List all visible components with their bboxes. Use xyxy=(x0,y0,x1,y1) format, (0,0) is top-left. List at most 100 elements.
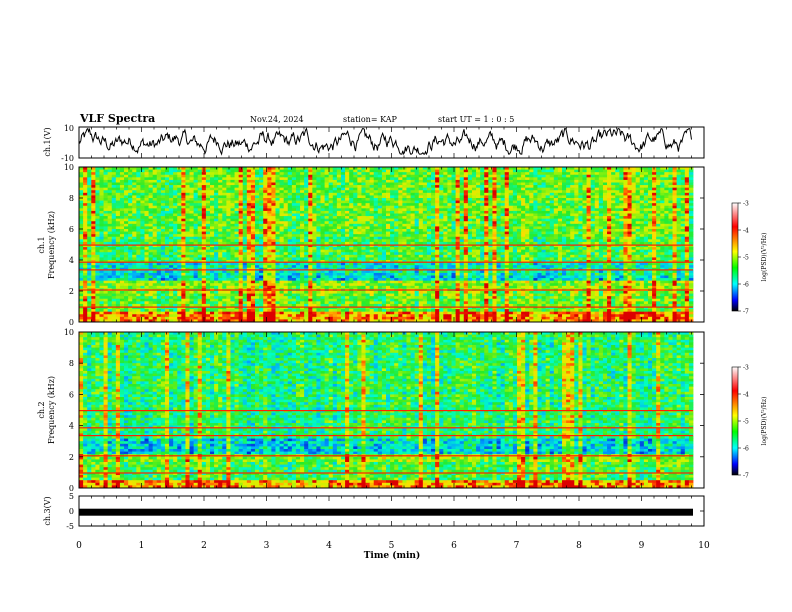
spectrogram-cell xyxy=(353,190,357,193)
spectrogram-cell xyxy=(222,193,226,196)
spectrogram-cell xyxy=(681,201,685,204)
spectrogram-cell xyxy=(128,198,132,201)
spectrogram-cell xyxy=(419,188,423,191)
spectrogram-cell xyxy=(353,193,357,196)
spectrogram-cell xyxy=(533,198,537,201)
spectrogram-cell xyxy=(157,195,161,198)
spectrogram-cell xyxy=(243,190,247,193)
spectrogram-cell xyxy=(513,190,517,193)
spectrogram-cell xyxy=(329,177,333,180)
spectrogram-cell xyxy=(288,177,292,180)
spectrogram-cell xyxy=(476,185,480,188)
spectrogram-cell xyxy=(288,203,292,206)
spectrogram-cell xyxy=(582,183,586,186)
spectrogram-cell xyxy=(599,190,603,193)
spectrogram-cell xyxy=(578,203,582,206)
spectrogram-cell xyxy=(140,193,144,196)
spectrogram-cell xyxy=(275,172,279,175)
spectrogram-cell xyxy=(644,177,648,180)
spectrogram-cell xyxy=(537,177,541,180)
spectrogram-cell xyxy=(366,185,370,188)
spectrogram-cell xyxy=(550,188,554,191)
spectrogram-cell xyxy=(124,185,128,188)
spectrogram-cell xyxy=(443,203,447,206)
spectrogram-cell xyxy=(464,198,468,201)
spectrogram-cell xyxy=(435,193,439,196)
spectrogram-cell xyxy=(357,195,361,198)
spectrogram-cell xyxy=(263,183,267,186)
spectrogram-cell xyxy=(456,172,460,175)
spectrogram-cell xyxy=(120,177,124,180)
spectrogram-cell xyxy=(83,180,87,183)
spectrogram-cell xyxy=(681,170,685,173)
spectrogram-cell xyxy=(492,180,496,183)
spectrogram-cell xyxy=(378,201,382,204)
spectrogram-cell xyxy=(619,170,623,173)
spectrogram-cell xyxy=(267,190,271,193)
spectrogram-cell xyxy=(243,170,247,173)
spectrogram-cell xyxy=(509,170,513,173)
spectrogram-cell xyxy=(517,183,521,186)
spectrogram-cell xyxy=(116,175,120,178)
spectrogram-cell xyxy=(411,201,415,204)
spectrogram-cell xyxy=(284,183,288,186)
spectrogram-cell xyxy=(476,198,480,201)
spectrogram-cell xyxy=(169,177,173,180)
spectrogram-cell xyxy=(87,185,91,188)
spectrogram-cell xyxy=(591,175,595,178)
spectrogram-cell xyxy=(394,180,398,183)
spectrogram-cell xyxy=(451,201,455,204)
spectrogram-cell xyxy=(165,203,169,206)
spectrogram-cell xyxy=(280,177,284,180)
spectrogram-cell xyxy=(599,185,603,188)
spectrogram-cell xyxy=(562,201,566,204)
spectrogram-cell xyxy=(108,172,112,175)
spectrogram-cell xyxy=(349,188,353,191)
spectrogram-cell xyxy=(79,188,83,191)
spectrogram-cell xyxy=(128,203,132,206)
spectrogram-cell xyxy=(259,177,263,180)
spectrogram-cell xyxy=(570,198,574,201)
spectrogram-cell xyxy=(243,172,247,175)
spectrogram-cell xyxy=(300,188,304,191)
spectrogram-cell xyxy=(419,195,423,198)
spectrogram-cell xyxy=(451,190,455,193)
spectrogram-cell xyxy=(546,177,550,180)
spectrogram-cell xyxy=(472,198,476,201)
spectrogram-cell xyxy=(542,172,546,175)
spectrogram-cell xyxy=(599,195,603,198)
spectrogram-cell xyxy=(517,203,521,206)
spectrogram-cell xyxy=(644,190,648,193)
spectrogram-cell xyxy=(574,185,578,188)
spectrogram-cell xyxy=(488,183,492,186)
spectrogram-cell xyxy=(533,193,537,196)
spectrogram-cell xyxy=(361,203,365,206)
spectrogram-cell xyxy=(681,190,685,193)
spectrogram-cell xyxy=(443,183,447,186)
spectrogram-cell xyxy=(550,203,554,206)
spectrogram-cell xyxy=(329,190,333,193)
spectrogram-cell xyxy=(394,198,398,201)
spectrogram-cell xyxy=(636,177,640,180)
spectrogram-cell xyxy=(644,180,648,183)
spectrogram-cell xyxy=(660,188,664,191)
spectrogram-cell xyxy=(329,172,333,175)
spectrogram-cell xyxy=(632,180,636,183)
spectrogram-cell xyxy=(198,170,202,173)
spectrogram-cell xyxy=(415,198,419,201)
spectrogram-cell xyxy=(664,175,668,178)
spectrogram-cell xyxy=(513,203,517,206)
spectrogram-cell xyxy=(226,177,230,180)
spectrogram-cell xyxy=(136,201,140,204)
spectrogram-cell xyxy=(185,185,189,188)
spectrogram-cell xyxy=(169,190,173,193)
spectrogram-cell xyxy=(677,190,681,193)
spectrogram-cell xyxy=(406,183,410,186)
spectrogram-cell xyxy=(177,172,181,175)
spectrogram-cell xyxy=(120,185,124,188)
spectrogram-cell xyxy=(337,188,341,191)
spectrogram-cell xyxy=(386,203,390,206)
spectrogram-cell xyxy=(136,180,140,183)
spectrogram-cell xyxy=(341,183,345,186)
spectrogram-cell xyxy=(210,175,214,178)
